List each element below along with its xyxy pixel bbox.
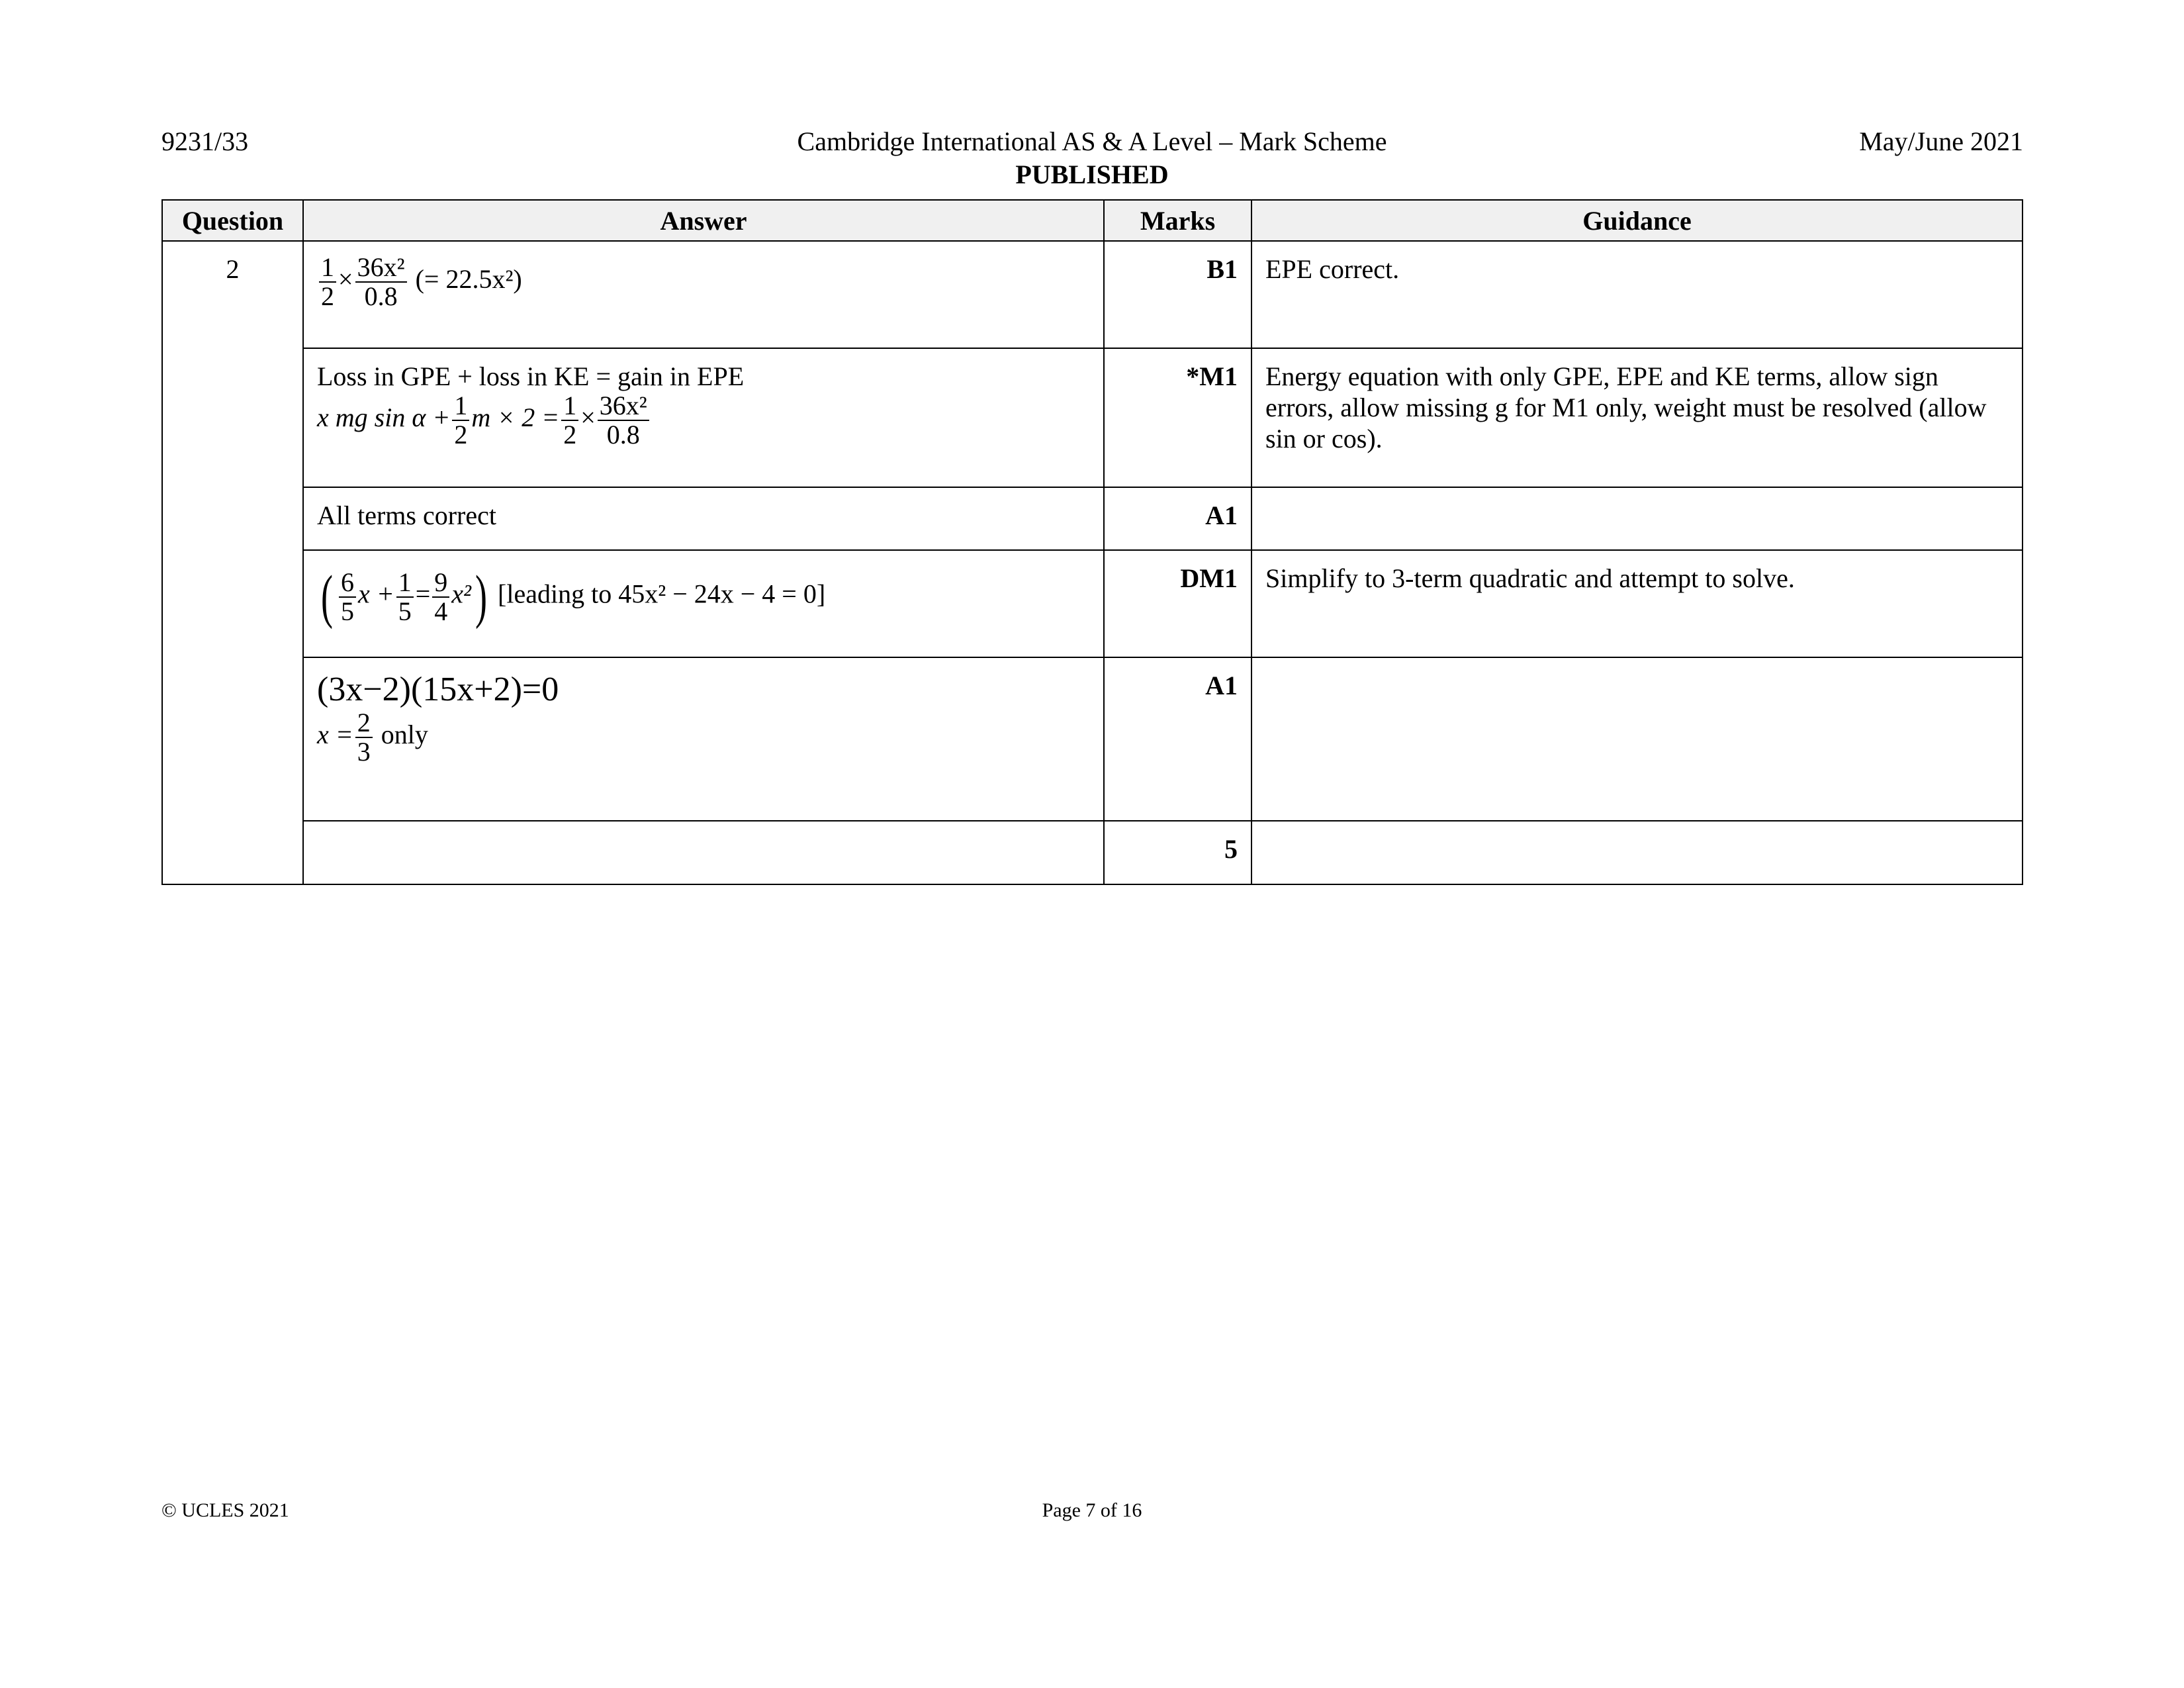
table-row: Loss in GPE + loss in KE = gain in EPE x… — [162, 348, 2023, 488]
den: 2 — [454, 420, 468, 449]
table-row: 2 1 2 × 36x² 0.8 (= 22.5x²) B1 EPE correct. — [161, 240, 2023, 885]
mark: B1 — [1103, 240, 1252, 349]
num: 36x² — [355, 254, 407, 283]
col-marks: Marks — [1103, 199, 1252, 242]
table-header-row: Question Answer Marks Guidance — [161, 199, 2023, 242]
mark: *M1 — [1103, 348, 1252, 488]
mark: DM1 — [1103, 549, 1252, 658]
simplified-note: (= 22.5x²) — [415, 264, 522, 295]
col-guidance: Guidance — [1251, 199, 2023, 242]
col-question: Question — [161, 199, 304, 242]
document-title: Cambridge International AS & A Level – M… — [797, 126, 1387, 156]
col-answer: Answer — [302, 199, 1105, 242]
table-row: All terms correct A1 — [162, 487, 2023, 551]
answer-cell: 1 2 × 36x² 0.8 (= 22.5x²) — [302, 240, 1105, 349]
den: 3 — [357, 737, 371, 767]
guidance — [1251, 657, 2023, 821]
question-number: 2 — [161, 240, 304, 885]
equals: = — [415, 579, 431, 609]
answer-cell: (3x−2)(15x+2)=0 x = 2 3 only — [302, 657, 1105, 821]
den: 5 — [398, 596, 412, 626]
eq-mid: m × 2 = — [471, 402, 560, 433]
answer-cell: (6 5 x +1 5 = 9 4 x²) [leading to 45x² − 24x − … — [302, 549, 1105, 658]
factorisation: (3x−2)(15x+2)=0 — [317, 671, 559, 708]
leading-note: [leading to 45x² − 24x − 4 = 0] — [498, 579, 826, 609]
table-row: (6 5 x +1 5 = 9 4 x²) [leading to 45x² − 24x − … — [162, 549, 2023, 658]
num: 6 — [338, 568, 356, 598]
den: 0.8 — [364, 281, 398, 311]
answer-cell: All terms correct — [302, 487, 1105, 551]
num: 1 — [561, 392, 579, 421]
page-number: Page 7 of 16 — [1042, 1499, 1142, 1521]
guidance — [1251, 820, 2023, 885]
num: 9 — [432, 568, 450, 598]
term: x² — [451, 579, 472, 609]
answer-text: Loss in GPE + loss in KE = gain in EPE — [317, 361, 745, 391]
guidance: Energy equation with only GPE, EPE and K… — [1251, 348, 2023, 488]
paper-code: 9231/33 — [161, 126, 249, 156]
guidance: EPE correct. — [1251, 240, 2023, 349]
den: 0.8 — [606, 420, 640, 449]
den: 2 — [563, 420, 577, 449]
mark: A1 — [1103, 657, 1252, 821]
den: 2 — [321, 281, 334, 311]
times: × — [580, 402, 596, 433]
total-marks: 5 — [1103, 820, 1252, 885]
guidance: Simplify to 3-term quadratic and attempt… — [1251, 549, 2023, 658]
num: 1 — [396, 568, 414, 598]
answer-cell: Loss in GPE + loss in KE = gain in EPE x… — [302, 348, 1105, 488]
copyright: © UCLES 2021 — [161, 1499, 289, 1521]
num: 36x² — [597, 392, 649, 421]
only-text: only — [381, 720, 428, 750]
mark-scheme-table: Question Answer Marks Guidance 2 1 2 × 36x²… — [161, 199, 2023, 885]
total-row: 5 — [162, 820, 2023, 885]
term: x + — [357, 579, 394, 609]
num: 1 — [452, 392, 470, 421]
num: 2 — [355, 709, 373, 738]
times: × — [338, 264, 353, 295]
table-row: (3x−2)(15x+2)=0 x = 2 3 only A1 — [162, 657, 2023, 821]
den: 4 — [434, 596, 448, 626]
guidance — [1251, 487, 2023, 551]
exam-session: May/June 2021 — [1859, 126, 2023, 156]
den: 5 — [340, 596, 354, 626]
x-equals: x = — [317, 720, 353, 750]
published-label: PUBLISHED — [1015, 160, 1169, 189]
mark: A1 — [1103, 487, 1252, 551]
eq-lhs: x mg sin α + — [317, 402, 451, 433]
answer-cell — [302, 820, 1105, 885]
num: 1 — [319, 254, 336, 283]
